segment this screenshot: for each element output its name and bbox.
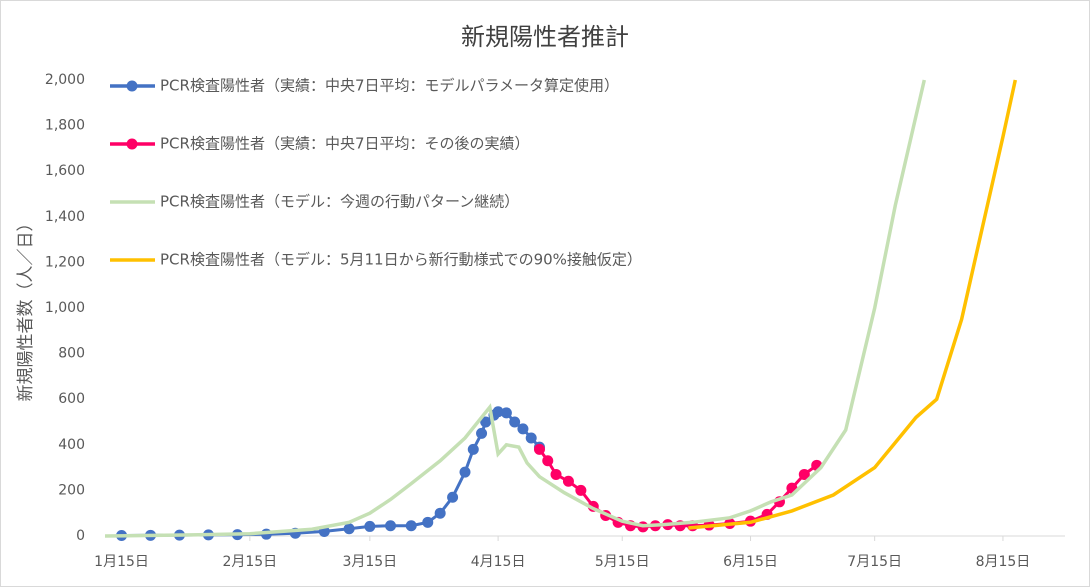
data-point [562,475,574,487]
data-point [405,520,417,532]
data-point [575,484,587,496]
y-tick-label: 800 [58,346,85,362]
x-tick-label: 1月15日 [94,554,149,570]
y-tick-label: 1,400 [45,209,85,225]
data-point [492,406,504,418]
legend-label: PCR検査陽性者（実績：中央7日平均：モデルパラメータ算定使用） [160,77,619,95]
y-tick-label: 2,000 [45,72,85,88]
y-tick-label: 1,200 [45,254,85,270]
data-point [434,507,446,519]
data-point [480,416,492,428]
chart-title: 新規陽性者推計 [461,23,629,51]
y-tick-label: 1,800 [45,118,85,134]
data-point [542,455,554,467]
data-point [798,468,810,480]
data-point [459,466,471,478]
y-tick-label: 600 [58,391,85,407]
data-point [500,407,512,419]
y-axis-label: 新規陽性者数（人／日） [16,215,36,402]
legend-label: PCR検査陽性者（モデル：今週の行動パターン継続） [160,193,519,211]
data-point [517,423,529,435]
data-point [447,491,459,503]
legend-marker [126,80,138,92]
data-point [509,416,521,428]
data-point [422,516,434,528]
data-point [364,520,376,532]
data-point [385,520,397,532]
series-line [688,79,1018,530]
legend-label: PCR検査陽性者（モデル：5月11日から新行動様式での90%接触仮定） [160,251,642,269]
x-tick-label: 2月15日 [222,554,277,570]
data-point [343,523,355,535]
legend-label: PCR検査陽性者（実績：中央7日平均：その後の実績） [160,135,530,153]
y-tick-label: 400 [58,437,85,453]
x-tick-label: 6月15日 [723,554,778,570]
y-tick-label: 1,600 [45,163,85,179]
x-tick-label: 4月15日 [471,554,526,570]
series-line [105,79,927,538]
data-point [476,427,488,439]
data-point [550,468,562,480]
y-tick-label: 0 [76,528,85,544]
x-tick-label: 7月15日 [847,554,902,570]
data-point [525,432,537,444]
legend-marker [126,138,138,150]
x-tick-label: 8月15日 [976,554,1031,570]
x-tick-label: 3月15日 [342,554,397,570]
data-point [467,443,479,455]
y-tick-label: 200 [58,482,85,498]
data-point [533,443,545,455]
x-tick-label: 5月15日 [595,554,650,570]
plot-area [105,79,1018,542]
y-tick-label: 1,000 [45,300,85,316]
